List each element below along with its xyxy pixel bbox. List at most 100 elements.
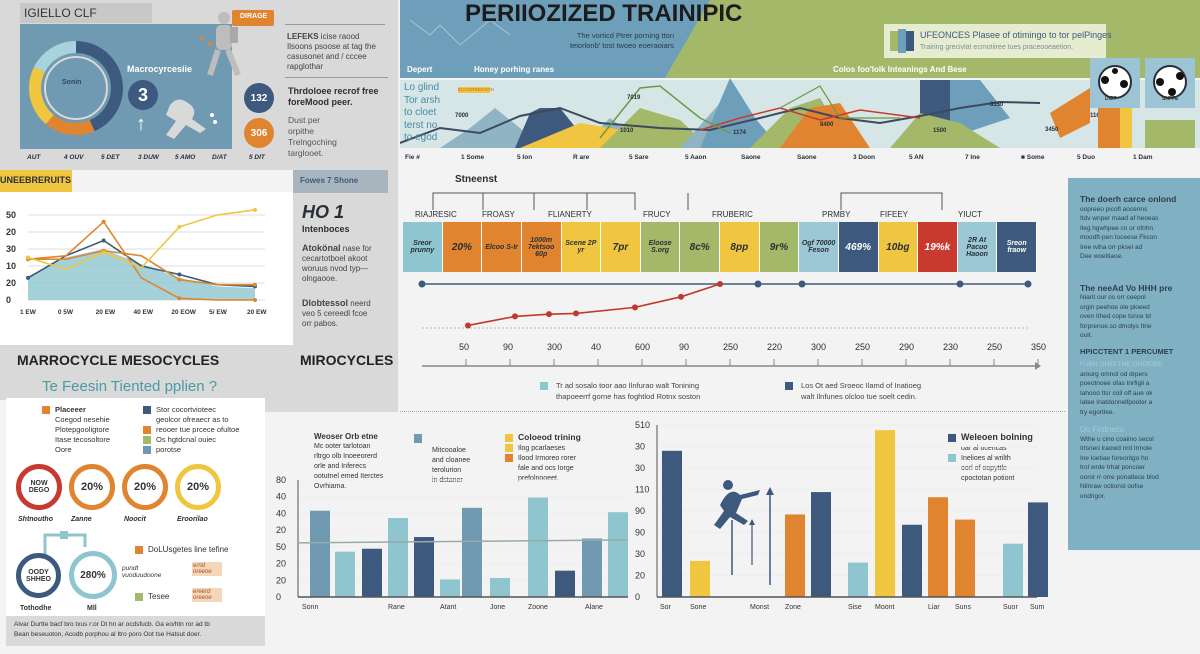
legend-swatch (540, 382, 548, 390)
legend-title: Weoser Orb etne (314, 432, 378, 441)
text-block-2: Thrdoloee recrof free foreMood peer. (288, 86, 379, 108)
legend-line: Coegod nesehie (55, 415, 110, 424)
wave-tick-label: 3 Doon (853, 154, 876, 161)
wave-data-label: 7000 (455, 113, 469, 119)
ring-label: Tothodhe (20, 605, 52, 612)
y-tick-label: 20 (6, 278, 16, 288)
x-tick-label: Zone (785, 604, 801, 611)
data-point (26, 255, 30, 260)
donut-center-label: Sonin (62, 79, 82, 86)
wave-tick-label: 5 Sare (629, 154, 649, 161)
legend-swatch (505, 434, 513, 443)
subtitle-line: The vorticd Ptrer porning tton (576, 31, 674, 40)
side-box-header-bg (293, 170, 388, 193)
phase-block[interactable]: Ogf 70000 Feson (799, 222, 839, 272)
info-line: The doerh carce onlond (1080, 194, 1177, 204)
data-point (177, 224, 182, 229)
bar-chart-right: 0 20 30 90 90 110 30 30 510 Sor Sone Monst Zone Sise M… (635, 420, 1048, 611)
tick-label: 5 DIT (249, 154, 265, 161)
reference-line (297, 539, 629, 544)
ring-label: Zanne (71, 516, 92, 523)
percentage-ring: 20% (175, 464, 221, 510)
data-point (253, 298, 257, 302)
y-tick-label: 0 (6, 295, 11, 305)
legend-line: Ilog pcarlaeses (518, 445, 566, 452)
phase-block[interactable]: Scene 2P yr (561, 222, 602, 272)
bar (582, 538, 602, 597)
phase-block[interactable]: 1000m 7ektsoo 60p (521, 222, 562, 272)
legend-line: reooer tue prcece ofultoe (156, 425, 240, 434)
y-tick-label: 110 (635, 485, 649, 495)
wave-tick-label: Saone (741, 154, 761, 161)
legend-swatch (143, 446, 151, 455)
wave-tick-label: 1 Dam (1133, 154, 1153, 161)
y-tick-label: 20 (276, 525, 286, 535)
info-line: Wthe u cino coaiino secol (1080, 435, 1154, 443)
banner-label-left: Depert (407, 65, 433, 74)
x-tick-label: 20 EOW (171, 309, 196, 316)
footer-note-bg (6, 616, 265, 646)
intensity-point (573, 310, 579, 317)
timeline-node (956, 280, 964, 288)
timeline-axis-label: 230 (943, 342, 959, 352)
side-line: terst no (404, 119, 438, 131)
info-heading: The neeAd Vo HHH pre (1080, 282, 1173, 293)
phase-block[interactable]: 20% (442, 222, 483, 272)
data-point (253, 282, 257, 287)
timeline-axis-label: 350 (1031, 342, 1047, 352)
clock-icon (1153, 65, 1187, 99)
phase-label: FRUBERIC (712, 210, 753, 219)
bar (608, 512, 628, 597)
legend-line: Mc ooter tarlotoan (314, 443, 371, 450)
legend-line: prefolnooeet. (518, 475, 559, 482)
tick-label: 3 DUW (138, 154, 159, 161)
timeline-axis-label: 220 (767, 342, 783, 352)
info-line: ondrigor. (1080, 492, 1106, 500)
phase-block[interactable]: 10bg (878, 222, 919, 272)
text-line: foreMood peer. (288, 97, 353, 107)
legend-right: Stor cocortvioteec geolcor ofreaecr as t… (143, 405, 239, 455)
legend-line: ootutnel emed Iterctes (314, 473, 384, 480)
legend-text: DoLUsgetes line tefine (148, 545, 229, 554)
x-tick-label: Suor (1003, 604, 1018, 611)
phase-block[interactable]: 7pr (601, 222, 641, 272)
x-tick-label: Moont (875, 604, 895, 611)
phase-block[interactable]: Elcoo S-Ir (482, 222, 522, 272)
wave-side-text: Lo glind Tor arsh to cloet terst no to e… (404, 82, 440, 145)
phase-block[interactable]: 8pp (720, 222, 760, 272)
phase-block[interactable]: Sreon fraow (997, 222, 1037, 272)
timeline-axis-label: 50 (459, 342, 470, 352)
text-line: neerd (350, 299, 371, 308)
banner-subtitle: The vorticd Ptrer porning tton teiorlonb… (570, 31, 674, 51)
phase-block[interactable]: Sreor prunny (403, 222, 443, 272)
phase-block[interactable]: 9r% (759, 222, 800, 272)
mountain (700, 78, 780, 148)
bar (662, 450, 682, 597)
legend-line: Os hgtdcnal ouiec (156, 435, 217, 444)
phase-block[interactable]: Eloose S.org (640, 222, 681, 272)
x-tick-label: 20 EW (96, 309, 116, 316)
bar (414, 537, 434, 597)
y-tick-label: 40 (276, 508, 286, 518)
timeline-axis-label: 40 (591, 342, 602, 352)
side-box-big: HO 1 (302, 202, 345, 222)
x-tick-label: Jone (490, 604, 505, 611)
phase-block[interactable]: 8c% (680, 222, 720, 272)
icon-label: SNFFE (1162, 96, 1179, 102)
phase-block[interactable]: 2R At Pacuo Haoon (957, 222, 998, 272)
info-line: orgin peehoe ole ploeed (1080, 303, 1150, 311)
text-line: rapglothar (287, 62, 324, 71)
stat-circle-navy: 132 (244, 83, 274, 113)
phase-block[interactable]: 19%k (918, 222, 958, 272)
info-line: Irtsneo lraowd nrd Irmoie (1080, 445, 1152, 452)
phase-block[interactable]: 469% (838, 222, 879, 272)
side-line: Tor arsh (404, 94, 441, 106)
mountain (1050, 88, 1090, 138)
subheading: Te Feesin Tiented pplien ? (42, 378, 218, 395)
title-box (20, 3, 152, 23)
y-tick-label: 0 (635, 592, 640, 602)
wave-tick-label: 1 Some (461, 154, 485, 161)
tag-2: ereerd oreeoe (192, 588, 222, 602)
banner-label-mid: Honey porhing ranes (474, 65, 555, 74)
tick-label: D/AT (212, 154, 227, 161)
